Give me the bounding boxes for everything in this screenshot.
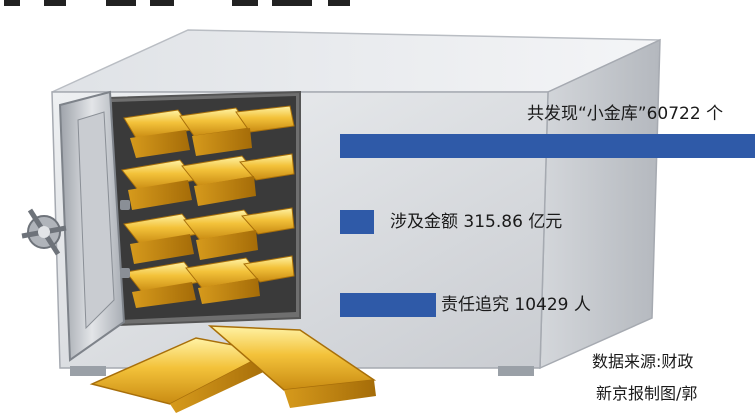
bar-label-amount: 涉及金额 315.86 亿元 <box>390 212 563 232</box>
bar-accountability <box>340 293 436 317</box>
gold-bars-ground <box>89 325 377 413</box>
safe-handle-icon <box>21 208 67 256</box>
bar-label-count: 共发现“小金库”60722 个 <box>527 104 724 124</box>
data-source-text: 数据来源:财政 <box>592 352 694 371</box>
safe-icon <box>21 29 661 376</box>
bar-amount <box>340 210 374 234</box>
bars-layer <box>340 134 755 317</box>
gold-bar-icon <box>121 105 295 308</box>
bar-label-accountability: 责任追究 10429 人 <box>441 295 591 315</box>
bar-count <box>340 134 755 158</box>
credit-text: 新京报制图/郭 <box>596 384 698 403</box>
cropped-title-fragment <box>0 0 380 8</box>
